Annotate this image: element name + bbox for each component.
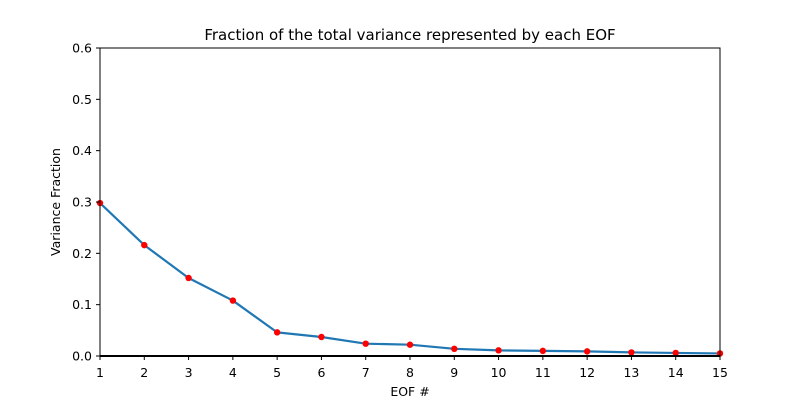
x-tick-label: 10	[491, 365, 507, 380]
x-tick-label: 1	[96, 365, 104, 380]
chart-title: Fraction of the total variance represent…	[204, 26, 615, 44]
y-tick-label: 0.3	[72, 195, 92, 210]
x-tick-label: 8	[406, 365, 414, 380]
data-point	[229, 297, 237, 304]
x-tick-label: 11	[535, 365, 551, 380]
data-point	[273, 329, 281, 336]
data-point	[362, 340, 369, 347]
data-point	[539, 347, 547, 355]
x-tick-label: 12	[579, 365, 595, 380]
data-point	[672, 349, 679, 357]
y-axis-label: Variance Fraction	[48, 148, 63, 256]
data-point	[583, 348, 591, 355]
x-tick-label: 2	[140, 365, 148, 380]
plot-area	[96, 199, 724, 357]
x-axis: 1 2 3 4 5 6 7 8 9 10 11 12 13 14 15	[96, 356, 728, 380]
data-point	[628, 349, 635, 356]
y-tick-label: 0.0	[72, 349, 92, 364]
series-line	[99, 202, 721, 355]
x-tick-label: 9	[450, 365, 458, 380]
data-point	[406, 341, 414, 348]
plot-frame	[99, 47, 721, 357]
data-point	[495, 347, 502, 354]
y-tick-label: 0.6	[72, 41, 92, 56]
x-tick-label: 15	[712, 365, 728, 380]
x-axis-label: EOF #	[390, 384, 429, 399]
x-tick-label: 13	[623, 365, 639, 380]
y-tick-label: 0.4	[72, 143, 92, 158]
x-tick-label: 4	[229, 365, 237, 380]
data-point	[185, 274, 192, 282]
y-tick-label: 0.1	[72, 297, 92, 312]
data-point	[451, 345, 458, 353]
x-tick-label: 5	[273, 365, 281, 380]
x-tick-label: 3	[185, 365, 193, 380]
x-tick-label: 6	[317, 365, 325, 380]
x-tick-label: 14	[668, 365, 684, 380]
x-tick-label: 7	[362, 365, 370, 380]
y-axis: 0.0 0.1 0.2 0.3 0.4 0.5 0.6	[72, 41, 100, 364]
y-tick-label: 0.2	[72, 246, 92, 261]
data-point	[141, 241, 148, 249]
y-tick-label: 0.5	[72, 92, 92, 107]
data-point	[318, 333, 325, 341]
